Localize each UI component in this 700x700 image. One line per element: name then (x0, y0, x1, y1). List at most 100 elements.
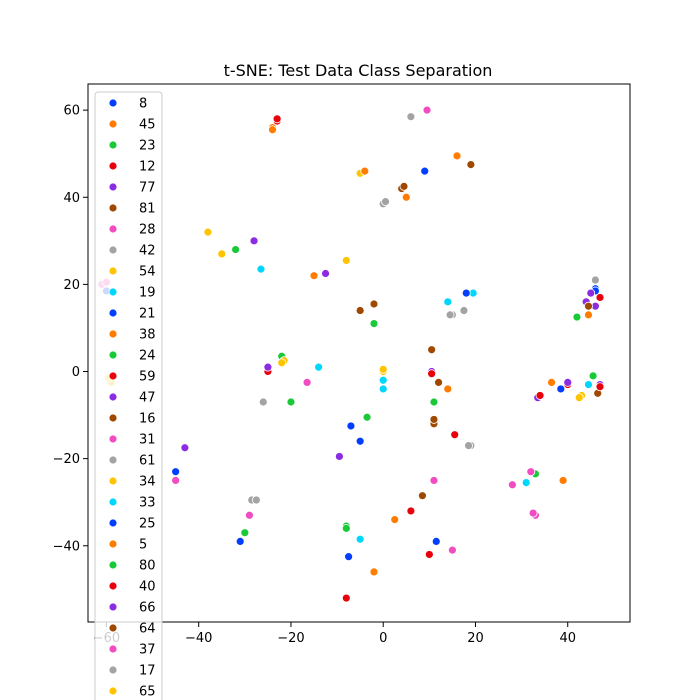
data-point (341, 523, 351, 533)
legend-label: 81 (139, 202, 156, 217)
legend-label: 34 (139, 475, 156, 490)
legend-marker (108, 392, 118, 402)
legend-label: 38 (139, 328, 156, 343)
data-point (420, 166, 430, 176)
legend-marker (108, 350, 118, 360)
series-19 (256, 264, 478, 372)
data-point (235, 537, 245, 546)
legend-label: 66 (139, 601, 156, 616)
y-tick-label: 20 (63, 278, 80, 293)
data-point (321, 269, 330, 278)
legend-label: 54 (139, 265, 156, 280)
points-layer (97, 105, 605, 603)
legend-marker (108, 434, 118, 444)
data-point (584, 310, 593, 320)
data-point (245, 510, 254, 520)
data-point (217, 249, 227, 259)
data-point (547, 378, 556, 387)
y-tick-label: 60 (63, 104, 80, 119)
y-tick-label: −20 (53, 452, 80, 467)
x-tick-label: −20 (277, 631, 304, 646)
data-point (535, 391, 545, 400)
data-point (443, 297, 453, 307)
legend-label: 19 (139, 286, 156, 301)
data-point (588, 371, 598, 381)
chart-title: t-SNE: Test Data Class Separation (224, 61, 493, 80)
legend-marker (108, 560, 118, 570)
legend-label: 16 (139, 412, 156, 427)
data-point (526, 467, 536, 477)
data-point (341, 256, 351, 265)
legend-marker (108, 308, 118, 318)
data-point (406, 506, 416, 516)
legend-label: 61 (139, 454, 156, 469)
y-tick-label: 0 (72, 365, 80, 380)
data-point (595, 382, 605, 392)
legend-label: 65 (139, 685, 156, 700)
data-point (399, 181, 409, 191)
legend-marker (108, 287, 118, 297)
y-tick-label: −40 (53, 539, 80, 554)
legend-marker (108, 329, 118, 339)
data-point (334, 452, 344, 461)
data-point (427, 345, 437, 355)
legend-marker (108, 665, 118, 675)
data-point (431, 537, 441, 546)
legend-label: 77 (139, 181, 156, 196)
legend-marker (108, 203, 118, 213)
data-point (378, 375, 388, 385)
x-tick-label: 0 (379, 631, 387, 646)
legend-label: 8 (139, 97, 147, 112)
data-point (422, 105, 432, 115)
legend-label: 33 (139, 496, 156, 511)
data-point (302, 378, 312, 387)
data-point (521, 478, 531, 487)
data-point (406, 112, 416, 122)
data-point (277, 358, 287, 368)
data-point (203, 227, 213, 237)
data-point (572, 312, 582, 322)
legend-label: 40 (139, 580, 156, 595)
data-point (286, 397, 296, 407)
data-point (369, 567, 379, 577)
legend-label: 45 (139, 118, 156, 133)
legend-label: 25 (139, 517, 156, 532)
legend-label: 37 (139, 643, 156, 658)
x-tick-label: 40 (559, 631, 576, 646)
data-point (448, 545, 457, 555)
legend-marker (108, 602, 118, 612)
legend-marker (108, 224, 118, 234)
data-point (401, 192, 411, 202)
data-point (424, 550, 434, 559)
legend-marker (108, 455, 118, 465)
legend-label: 23 (139, 139, 156, 154)
legend-label: 64 (139, 622, 156, 637)
legend-marker (108, 119, 118, 129)
data-point (563, 378, 573, 387)
data-point (459, 306, 469, 315)
data-point (595, 293, 605, 302)
data-point (429, 397, 439, 407)
data-point (309, 271, 319, 281)
data-point (314, 362, 324, 372)
series-45 (268, 123, 462, 394)
data-point (362, 412, 372, 422)
data-point (171, 476, 181, 485)
data-point (355, 436, 365, 446)
data-point (591, 275, 600, 285)
data-point (268, 125, 277, 135)
legend: 8 45 23 12 77 81 28 42 54 19 21 38 24 59 47 16 31 61 34 33 2… (94, 91, 163, 700)
legend-label: 28 (139, 223, 156, 238)
legend-marker (108, 518, 118, 528)
series-17 (251, 197, 473, 505)
legend-label: 12 (139, 160, 156, 175)
data-point (360, 166, 370, 176)
data-point (240, 528, 250, 538)
data-point (369, 319, 379, 328)
data-point (180, 443, 190, 453)
series-5 (268, 125, 556, 525)
legend-marker (108, 686, 118, 696)
data-point (341, 593, 351, 603)
